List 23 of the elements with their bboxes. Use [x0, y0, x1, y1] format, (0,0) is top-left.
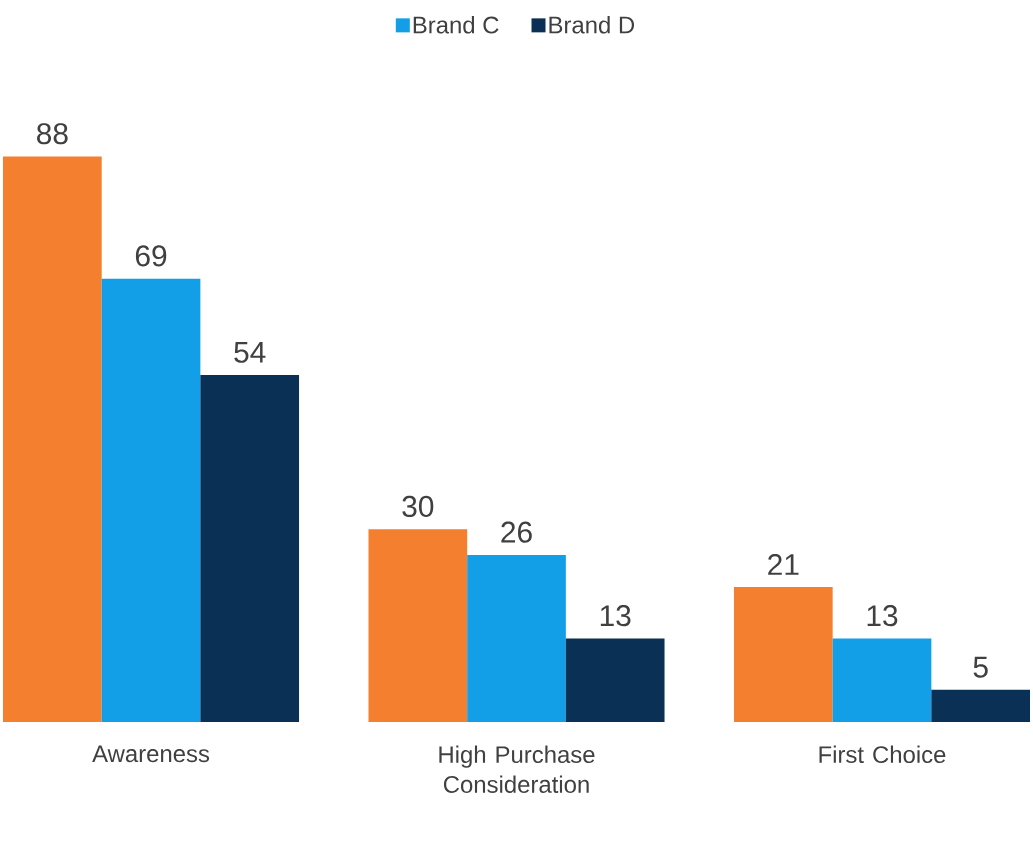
- x-tick-label: First Choice: [819, 745, 946, 764]
- bar: [733, 587, 833, 722]
- data-label: 5: [973, 656, 988, 678]
- bar: [3, 156, 102, 722]
- data-label: 69: [135, 245, 167, 267]
- bar: [368, 529, 468, 722]
- data-label: 21: [768, 553, 799, 575]
- data-label: 13: [867, 605, 898, 627]
- bar: [931, 689, 1031, 722]
- bar: [200, 375, 300, 722]
- bar: [467, 554, 566, 722]
- legend-label: Brand D: [549, 15, 635, 34]
- data-label: 13: [600, 605, 631, 627]
- data-label: 30: [402, 495, 434, 518]
- bar: [565, 638, 665, 722]
- data-label: 26: [501, 521, 532, 543]
- bar: [832, 638, 932, 722]
- x-tick-label: Awareness: [92, 745, 210, 763]
- data-label: 88: [37, 123, 68, 145]
- bar: [101, 278, 201, 722]
- legend-label: Brand C: [413, 15, 499, 34]
- data-label: 54: [234, 341, 266, 363]
- x-tick-label: High Purchase Consideration: [439, 745, 595, 793]
